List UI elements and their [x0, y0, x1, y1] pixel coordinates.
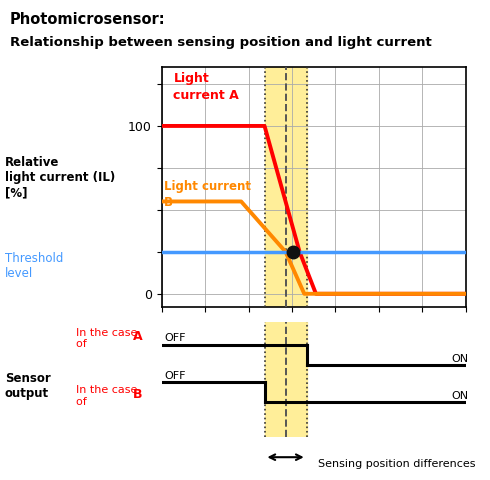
Text: Light current: Light current [164, 180, 251, 192]
Text: OFF: OFF [164, 371, 186, 381]
Text: Photomicrosensor:: Photomicrosensor: [10, 12, 166, 27]
Text: In the case
of: In the case of [76, 327, 137, 349]
Text: In the case
of: In the case of [76, 385, 137, 407]
Text: A: A [133, 330, 143, 344]
Text: B: B [164, 196, 173, 209]
Text: Sensing position differences: Sensing position differences [318, 458, 476, 468]
Text: B: B [133, 388, 143, 401]
Text: Relationship between sensing position and light current: Relationship between sensing position an… [10, 36, 432, 49]
Text: OFF: OFF [164, 334, 186, 344]
Text: Light: Light [173, 72, 209, 85]
Text: ON: ON [451, 391, 468, 401]
Bar [265, 67, 307, 307]
Text: current A: current A [173, 89, 239, 102]
Text: Relative
light current (IL)
[%]: Relative light current (IL) [%] [5, 156, 115, 199]
Text: Threshold
level: Threshold level [5, 252, 63, 280]
Text: Sensor
output: Sensor output [5, 372, 50, 400]
Text: ON: ON [451, 354, 468, 364]
Bar [265, 322, 307, 437]
